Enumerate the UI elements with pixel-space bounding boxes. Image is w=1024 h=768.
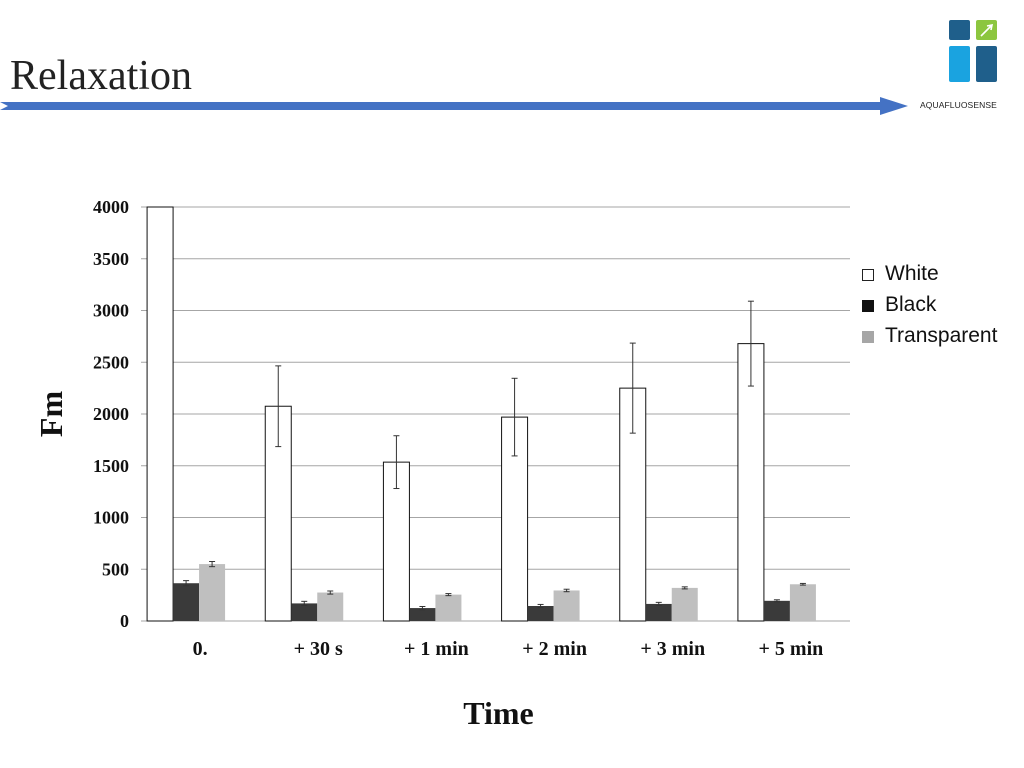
y-tick-label: 0 (120, 611, 129, 631)
bar-white (264, 405, 292, 622)
chart-legend: White Black Transparent (862, 258, 997, 351)
bar-white (737, 343, 765, 622)
y-tick-label: 3000 (93, 301, 129, 321)
bar-chart: 0 500 1000 1500 2000 2500 3000 3500 4000 0. + 30 s… (33, 197, 850, 731)
legend-item-transparent: Transparent (862, 320, 997, 351)
x-tick-label: 0. (193, 638, 208, 660)
bar-black (173, 583, 200, 621)
bar-black (409, 608, 436, 621)
bar-transparent (671, 587, 698, 621)
legend-label-transparent: Transparent (885, 323, 998, 347)
y-tick-label: 2500 (93, 352, 129, 372)
legend-item-white: White (862, 258, 997, 289)
x-tick-label: + 3 min (640, 638, 705, 660)
bar-transparent (317, 592, 344, 621)
bar-transparent (435, 594, 462, 621)
brand-name: AQUAFLUOSENSE (920, 100, 997, 110)
logo-block-bottom-left (949, 46, 970, 82)
arrow-line-shape (0, 97, 908, 115)
x-tick-label: + 5 min (759, 638, 824, 660)
y-axis-label: Fm (33, 391, 69, 438)
y-tick-label: 500 (102, 559, 129, 579)
legend-swatch-transparent (862, 330, 874, 343)
bar-white (146, 206, 174, 622)
legend-swatch-white (862, 268, 874, 281)
y-tick-label: 4000 (93, 197, 129, 217)
y-tick-label: 3500 (93, 249, 129, 269)
y-tick-label: 1000 (93, 508, 129, 528)
x-tick-label: + 1 min (404, 638, 469, 660)
logo-block-top-left (949, 20, 970, 40)
y-tick-label: 2000 (93, 404, 129, 424)
bar-black (291, 603, 318, 621)
legend-label-white: White (885, 261, 939, 285)
slide-title: Relaxation (10, 53, 192, 99)
bar-black (763, 600, 790, 621)
bar-black (527, 605, 554, 621)
y-tick-label: 1500 (93, 456, 129, 476)
bar-transparent (789, 584, 816, 621)
bar-transparent (553, 590, 580, 621)
legend-swatch-black (862, 299, 874, 312)
x-axis-label: Time (463, 695, 534, 731)
aquafluosense-logo (949, 20, 997, 82)
legend-item-black: Black (862, 289, 997, 320)
logo-block-bottom-right (976, 46, 997, 82)
logo-leaf-mark (980, 23, 994, 37)
bar-black (645, 603, 672, 621)
x-tick-label: + 30 s (294, 638, 343, 660)
x-tick-label: + 2 min (522, 638, 587, 660)
bar-transparent (199, 564, 226, 621)
legend-label-black: Black (885, 292, 937, 316)
title-underline-arrow (0, 97, 908, 115)
